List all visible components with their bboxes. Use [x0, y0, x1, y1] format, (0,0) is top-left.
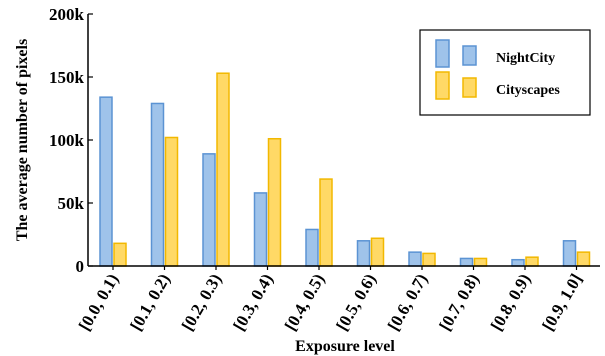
x-tick-label: [0.1, 0.2)	[126, 271, 174, 334]
bar-cityscapes-8	[525, 256, 539, 267]
legend-swatch-nightcity-small	[462, 45, 477, 66]
bar-cityscapes-7	[473, 257, 488, 267]
bar-nightcity-8	[511, 258, 525, 267]
bar-nightcity-7	[459, 257, 474, 267]
bar-nightcity-9	[562, 240, 577, 267]
bar-nightcity-1	[150, 102, 165, 267]
y-tick-label: 200k	[49, 5, 85, 24]
x-tick-label: [0.3, 0.4)	[229, 271, 277, 334]
y-ticks-layer: 0 50k 100k 150k 200k	[49, 5, 93, 276]
legend: NightCity Cityscapes	[419, 29, 591, 116]
bar-cityscapes-3	[267, 137, 282, 267]
x-tick-label: [0.9, 1.0]	[538, 271, 586, 334]
bar-nightcity-6	[408, 251, 422, 267]
y-tick-label: 0	[76, 257, 85, 276]
x-tick-label: [0.8, 0.9)	[487, 271, 535, 334]
bar-cityscapes-5	[370, 237, 385, 267]
bar-nightcity-5	[356, 240, 371, 267]
bar-nightcity-3	[253, 192, 268, 267]
y-tick-label: 50k	[58, 194, 85, 213]
bars-layer	[99, 72, 591, 267]
bar-cityscapes-1	[164, 136, 179, 267]
x-tick-label: [0.5, 0.6)	[332, 271, 380, 334]
bar-cityscapes-2	[216, 72, 230, 267]
legend-label-nightcity: NightCity	[496, 51, 555, 66]
bar-cityscapes-6	[422, 252, 436, 267]
y-axis-title: The average number of pixels	[14, 39, 31, 241]
bar-cityscapes-9	[576, 251, 591, 267]
bar-cityscapes-0	[113, 242, 127, 267]
x-axis-title: Exposure level	[295, 338, 395, 355]
x-tick-label: [0.2, 0.3)	[178, 271, 226, 334]
bar-nightcity-0	[99, 96, 113, 267]
x-tick-label: [0.4, 0.5)	[281, 271, 329, 334]
x-tick-label: [0.0, 0.1)	[75, 271, 123, 334]
bar-nightcity-4	[305, 228, 319, 267]
bar-cityscapes-4	[319, 178, 333, 267]
x-ticks-layer: [0.0, 0.1) [0.1, 0.2) [0.2, 0.3) [0.3, 0.4)…	[75, 266, 586, 334]
bar-nightcity-2	[202, 153, 216, 267]
legend-swatch-cityscapes-large	[435, 71, 450, 100]
legend-label-cityscapes: Cityscapes	[496, 83, 560, 98]
x-tick-label: [0.7, 0.8)	[435, 271, 483, 334]
y-tick-label: 150k	[49, 68, 85, 87]
x-tick-label: [0.6, 0.7)	[384, 271, 432, 334]
legend-swatch-cityscapes-small	[462, 77, 477, 98]
y-tick-label: 100k	[49, 131, 85, 150]
legend-swatch-nightcity-large	[435, 39, 450, 68]
